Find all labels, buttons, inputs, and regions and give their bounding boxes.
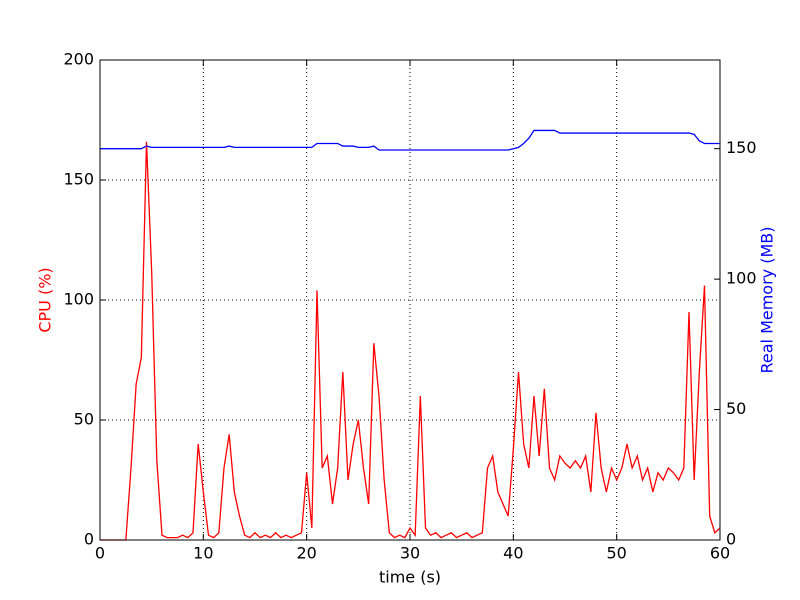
y-tick-label: 100	[63, 290, 94, 309]
y2-tick-label: 50	[726, 399, 746, 418]
data-line	[100, 129, 720, 151]
x-tick-label: 50	[606, 544, 626, 563]
y-tick-label: 150	[63, 170, 94, 189]
y-tick-label: 200	[63, 50, 94, 69]
x-tick-label: 20	[296, 544, 316, 563]
x-tick-label: 10	[193, 544, 213, 563]
y2-axis-label: Real Memory (MB)	[758, 227, 777, 374]
x-tick-label: 0	[95, 544, 105, 563]
y2-tick-label: 150	[726, 138, 757, 157]
y-axis-label: CPU (%)	[36, 267, 55, 332]
data-line	[100, 141, 721, 541]
plot-frame	[99, 59, 721, 541]
y-tick-label: 0	[84, 530, 94, 549]
x-tick-label: 60	[710, 544, 730, 563]
y-tick-label: 50	[74, 410, 94, 429]
y2-tick-label: 100	[726, 269, 757, 288]
x-tick-label: 40	[503, 544, 523, 563]
x-tick-label: 30	[400, 544, 420, 563]
y2-tick-label: 0	[726, 530, 736, 549]
x-axis-label: time (s)	[379, 568, 441, 587]
